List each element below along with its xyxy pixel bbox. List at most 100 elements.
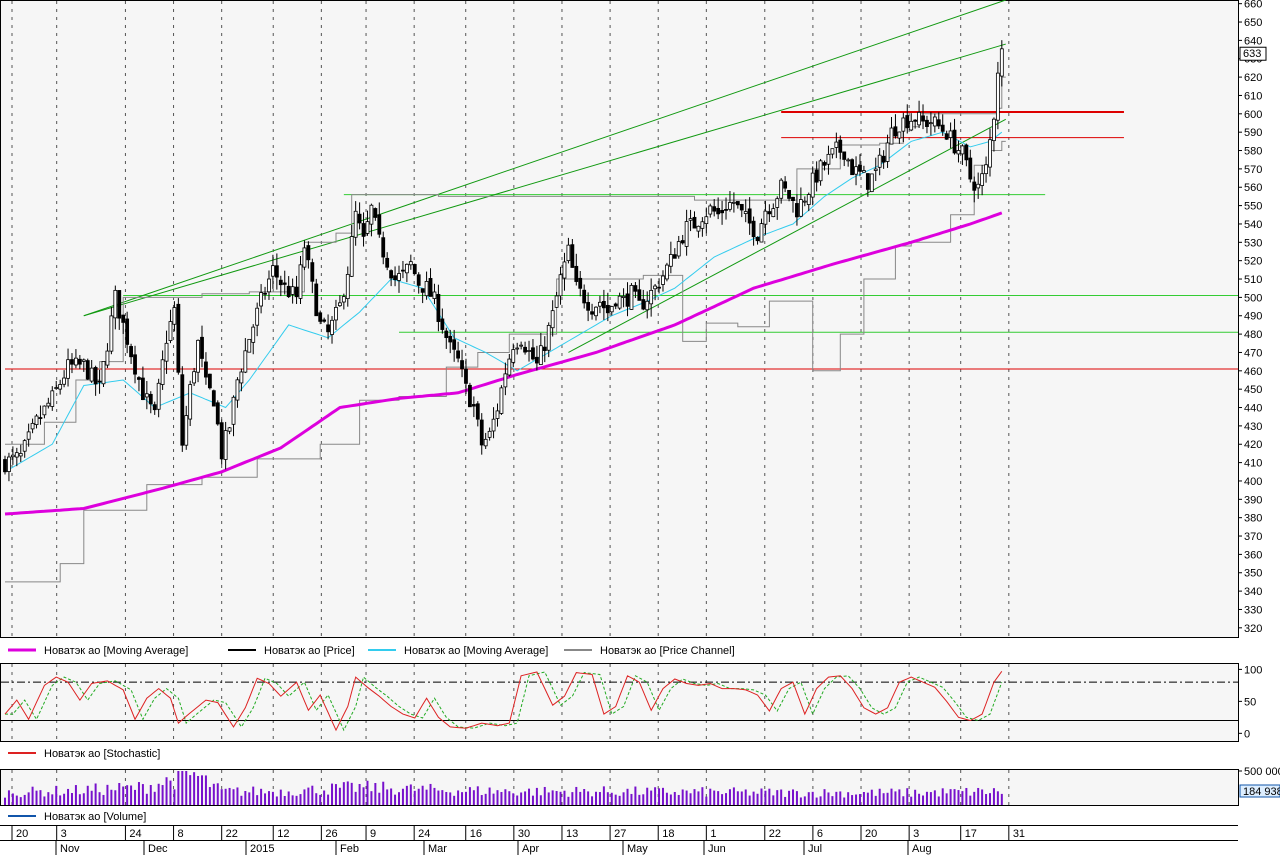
candle xyxy=(877,148,882,176)
candle xyxy=(692,211,697,229)
candle-body xyxy=(77,358,82,365)
candle xyxy=(775,196,780,220)
candle xyxy=(507,353,512,377)
candle xyxy=(30,418,35,434)
candle xyxy=(649,278,654,317)
time-tick-label: 17 xyxy=(965,828,977,840)
candle-body xyxy=(901,117,906,132)
candle-body xyxy=(50,390,55,407)
candle-body xyxy=(160,359,165,385)
time-tick-label: 22 xyxy=(226,828,238,840)
candle xyxy=(456,341,461,363)
candle-body xyxy=(456,350,461,359)
candle xyxy=(156,378,161,418)
candle-body xyxy=(428,278,433,297)
candle-body xyxy=(601,301,606,309)
candle-body xyxy=(846,159,851,162)
candle xyxy=(735,201,740,209)
candle-body xyxy=(105,350,110,366)
candle-body xyxy=(661,275,665,285)
candle-body xyxy=(26,431,31,440)
candle xyxy=(913,119,918,129)
candle xyxy=(365,210,370,236)
candle xyxy=(219,419,224,465)
candle xyxy=(901,112,906,143)
candle xyxy=(952,118,957,155)
candle xyxy=(763,200,768,235)
candle xyxy=(546,322,551,358)
candle-body xyxy=(814,169,819,183)
candle-body xyxy=(873,168,878,171)
candle xyxy=(164,330,169,374)
candle xyxy=(925,115,929,134)
candle-body xyxy=(247,338,252,353)
candle-body xyxy=(109,315,114,352)
candle xyxy=(688,209,693,232)
candle xyxy=(759,218,764,243)
candle-body xyxy=(487,430,492,438)
candle xyxy=(129,343,133,365)
candle xyxy=(519,341,524,350)
candle-body xyxy=(775,198,780,208)
candle xyxy=(58,379,63,395)
y-tick-label: 420 xyxy=(1244,439,1262,451)
candle xyxy=(22,439,27,458)
candle xyxy=(326,314,330,340)
candle-body xyxy=(58,384,63,390)
candle xyxy=(353,201,358,246)
candle xyxy=(712,199,717,217)
candle xyxy=(38,405,43,425)
candle-body xyxy=(566,244,571,262)
candle-body xyxy=(326,324,330,333)
candle xyxy=(728,191,732,212)
y-tick-label: 510 xyxy=(1244,274,1262,286)
candle xyxy=(408,254,413,270)
candle-body xyxy=(771,208,776,218)
candle-body xyxy=(735,201,740,206)
candle-body xyxy=(546,325,551,351)
candle xyxy=(448,329,453,354)
candle-body xyxy=(759,223,764,243)
candle xyxy=(227,426,232,435)
candle xyxy=(771,203,776,218)
candle-body xyxy=(298,264,303,299)
candle xyxy=(724,197,728,220)
candle-body xyxy=(373,208,378,218)
candle xyxy=(271,254,275,289)
candle xyxy=(475,401,480,427)
candle-body xyxy=(259,292,264,307)
y-tick-label: 460 xyxy=(1244,366,1262,378)
volume-last-label: 184 938 xyxy=(1243,786,1280,798)
y-tick-label: 340 xyxy=(1244,586,1262,598)
candle-body xyxy=(235,379,240,401)
stoch-y-tick-label: 50 xyxy=(1244,696,1256,708)
candle xyxy=(105,343,110,369)
candle-body xyxy=(968,157,973,180)
y-tick-label: 520 xyxy=(1244,256,1262,268)
candle-body xyxy=(401,269,405,272)
stochastic-panel: 0 50 100 xyxy=(0,663,1262,742)
candle xyxy=(377,202,382,238)
candle xyxy=(834,132,839,159)
month-label: Nov xyxy=(60,843,80,855)
candle xyxy=(397,265,401,293)
candle xyxy=(113,285,118,330)
candle xyxy=(566,237,571,264)
candle xyxy=(885,134,890,168)
candle xyxy=(932,113,937,133)
candle-body xyxy=(763,210,768,225)
candle-body xyxy=(570,244,575,268)
candle-body xyxy=(357,213,362,224)
candle-body xyxy=(637,289,642,301)
month-label: 2015 xyxy=(250,843,274,855)
candle xyxy=(747,197,752,235)
candle-body xyxy=(574,265,579,282)
candle xyxy=(436,284,441,332)
candle xyxy=(657,278,661,294)
candle xyxy=(223,421,228,470)
time-tick-label: 9 xyxy=(370,828,376,840)
candle xyxy=(121,314,126,334)
candle-body xyxy=(944,133,949,140)
candle xyxy=(144,381,149,410)
